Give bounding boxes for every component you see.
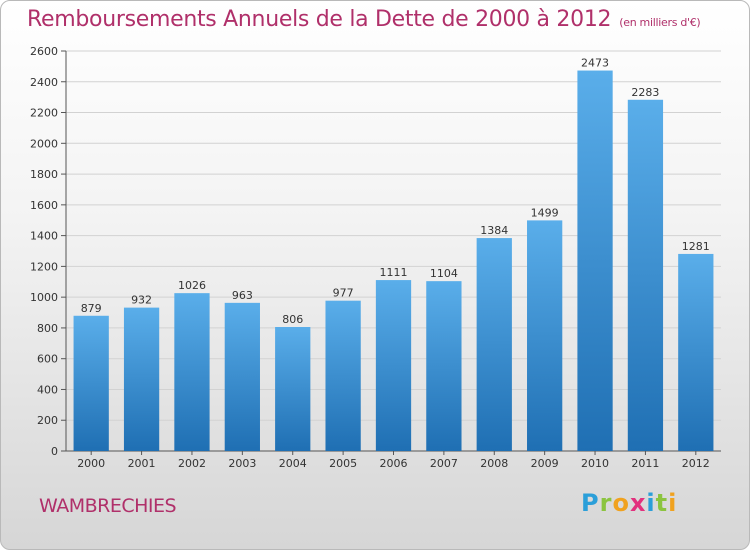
data-label: 2283 <box>631 86 659 99</box>
x-tick-label: 2009 <box>531 457 559 470</box>
y-tick-label: 600 <box>37 353 58 366</box>
bar-layer: 879 932 1026 963 806 977 1111 1104 1384 1499 2473 2… <box>73 57 714 452</box>
data-label: 963 <box>232 289 253 302</box>
bar <box>275 327 311 451</box>
x-tick-label: 2000 <box>77 457 105 470</box>
x-tick-label: 2004 <box>279 457 307 470</box>
y-tick-label: 2000 <box>30 137 58 150</box>
y-tick-label: 1200 <box>30 260 58 273</box>
bar <box>224 302 260 451</box>
data-label: 1104 <box>430 267 458 280</box>
bar <box>527 220 563 451</box>
chart-title-text: Remboursements Annuels de la Dette de 20… <box>27 7 612 32</box>
chart-title: Remboursements Annuels de la Dette de 20… <box>27 7 701 32</box>
y-tick-label: 400 <box>37 383 58 396</box>
y-tick-label: 0 <box>51 445 58 458</box>
x-tick-label: 2003 <box>228 457 256 470</box>
bar <box>174 293 210 451</box>
y-tick-label: 2400 <box>30 76 58 89</box>
bar <box>577 70 613 452</box>
data-label: 1281 <box>682 240 710 253</box>
y-tick-label: 1000 <box>30 291 58 304</box>
proxiti-logo: Proxiti <box>581 489 678 517</box>
x-tick-label: 2006 <box>380 457 408 470</box>
y-tick-label: 800 <box>37 322 58 335</box>
y-tick-label: 200 <box>37 414 58 427</box>
data-label: 932 <box>131 294 152 307</box>
chart-unit: (en milliers d'€) <box>619 16 701 29</box>
x-tick-label: 2008 <box>480 457 508 470</box>
data-label: 1111 <box>380 266 408 279</box>
x-tick-label: 2005 <box>329 457 357 470</box>
y-tick-label: 2600 <box>30 45 58 58</box>
data-label: 1384 <box>480 224 508 237</box>
y-tick-label: 2200 <box>30 107 58 120</box>
bar <box>325 300 361 451</box>
x-tick-label: 2002 <box>178 457 206 470</box>
data-label: 1499 <box>531 206 559 219</box>
y-tick-label: 1400 <box>30 230 58 243</box>
x-tick-label: 2001 <box>128 457 156 470</box>
bar <box>123 307 160 451</box>
bar <box>375 280 412 451</box>
commune-name: WAMBRECHIES <box>39 495 177 517</box>
bar <box>627 99 664 452</box>
bar <box>476 238 512 451</box>
y-tick-label: 1800 <box>30 168 58 181</box>
y-tick-label: 1600 <box>30 199 58 212</box>
x-tick-label: 2010 <box>581 457 609 470</box>
data-label: 1026 <box>178 279 206 292</box>
x-tick-label: 2011 <box>631 457 659 470</box>
data-label: 806 <box>282 313 303 326</box>
data-label: 2473 <box>581 57 609 70</box>
x-tick-label: 2007 <box>430 457 458 470</box>
bar <box>678 253 714 451</box>
bar <box>426 281 462 451</box>
data-label: 879 <box>81 302 102 315</box>
x-tick-label: 2012 <box>682 457 710 470</box>
bar <box>73 315 109 451</box>
data-label: 977 <box>333 287 354 300</box>
